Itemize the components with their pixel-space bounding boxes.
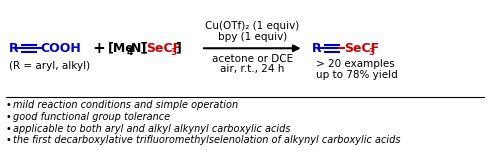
Text: 4: 4 [126, 48, 133, 57]
Text: R: R [312, 42, 321, 55]
Text: [Me: [Me [108, 42, 135, 55]
Text: +: + [92, 41, 105, 56]
Text: applicable to both aryl and alkyl alkynyl carboxylic acids: applicable to both aryl and alkyl alkyny… [14, 123, 291, 134]
Text: (R = aryl, alkyl): (R = aryl, alkyl) [8, 61, 89, 71]
Text: SeCF: SeCF [344, 42, 379, 55]
Text: 3: 3 [368, 48, 374, 57]
Text: COOH: COOH [41, 42, 82, 55]
Text: •: • [6, 135, 12, 145]
Text: acetone or DCE: acetone or DCE [212, 54, 293, 64]
Text: N]: N] [130, 42, 147, 55]
Text: ]: ] [176, 42, 182, 55]
Text: mild reaction conditions and simple operation: mild reaction conditions and simple oper… [14, 100, 238, 110]
Text: •: • [6, 123, 12, 134]
Text: [: [ [142, 42, 148, 55]
Text: 3: 3 [170, 48, 177, 57]
Text: •: • [6, 100, 12, 110]
Text: •: • [6, 112, 12, 122]
Text: the first decarboxylative trifluoromethylselenolation of alkynyl carboxylic acid: the first decarboxylative trifluoromethy… [14, 135, 401, 145]
Text: bpy (1 equiv): bpy (1 equiv) [218, 32, 287, 42]
Text: good functional group tolerance: good functional group tolerance [14, 112, 170, 122]
Text: air, r.t., 24 h: air, r.t., 24 h [220, 64, 284, 74]
Text: up to 78% yield: up to 78% yield [316, 70, 398, 80]
Text: Cu(OTf)₂ (1 equiv): Cu(OTf)₂ (1 equiv) [205, 21, 300, 32]
Text: SeCF: SeCF [146, 42, 182, 55]
Text: > 20 examples: > 20 examples [316, 59, 395, 69]
Text: R: R [8, 42, 18, 55]
